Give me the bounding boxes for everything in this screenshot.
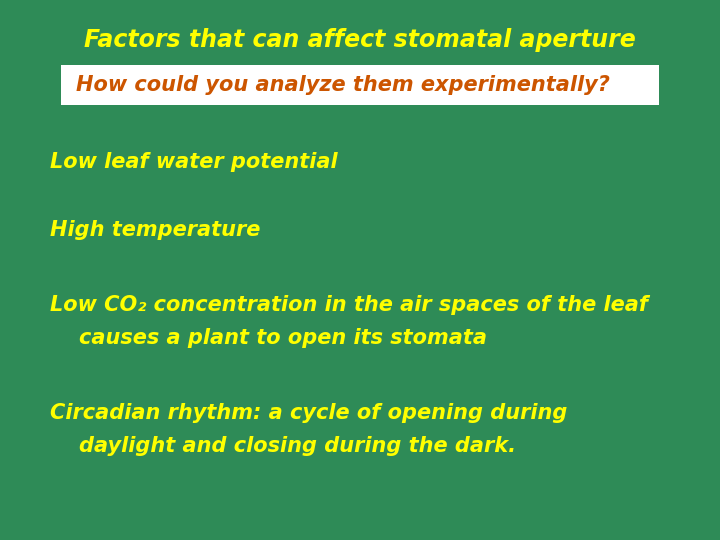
Text: causes a plant to open its stomata: causes a plant to open its stomata: [50, 327, 487, 348]
Text: daylight and closing during the dark.: daylight and closing during the dark.: [50, 435, 516, 456]
Text: Factors that can affect stomatal aperture: Factors that can affect stomatal apertur…: [84, 29, 636, 52]
Text: Circadian rhythm: a cycle of opening during: Circadian rhythm: a cycle of opening dur…: [50, 403, 568, 423]
FancyBboxPatch shape: [61, 65, 659, 105]
Text: Low CO₂ concentration in the air spaces of the leaf: Low CO₂ concentration in the air spaces …: [50, 295, 649, 315]
Text: Low leaf water potential: Low leaf water potential: [50, 152, 338, 172]
Text: High temperature: High temperature: [50, 219, 261, 240]
Text: How could you analyze them experimentally?: How could you analyze them experimentall…: [76, 75, 609, 95]
